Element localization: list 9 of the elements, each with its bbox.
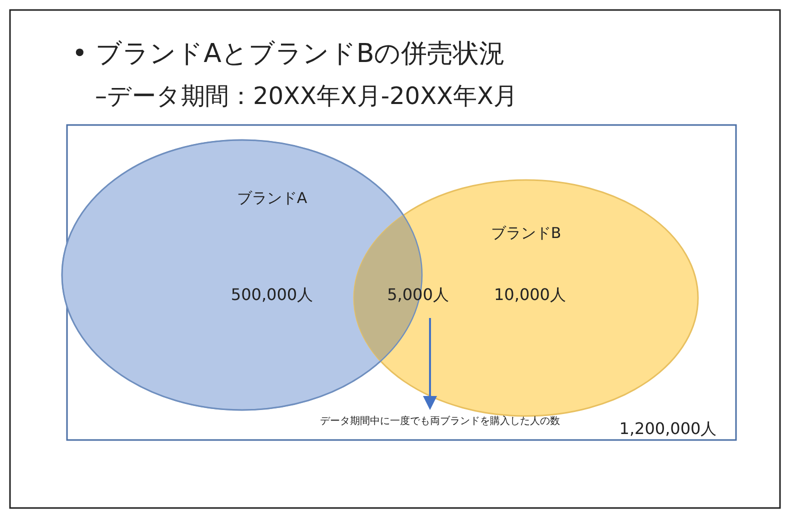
data-label: 10,000人 (494, 285, 566, 304)
data-label: 5,000人 (387, 285, 449, 304)
text: 1,200,000人 (619, 419, 717, 438)
text: • ブランドAとブランドBの併売状況 (72, 39, 506, 69)
category-label: ブランドB (490, 224, 562, 242)
category-label: ブランドA (236, 189, 308, 207)
data-label: 500,000人 (230, 285, 314, 304)
text: –データ期間：20XX年X月-20XX年X月 (95, 82, 518, 110)
text: データ期間中に一度でも両ブランドを購入した人の数 (320, 415, 560, 427)
